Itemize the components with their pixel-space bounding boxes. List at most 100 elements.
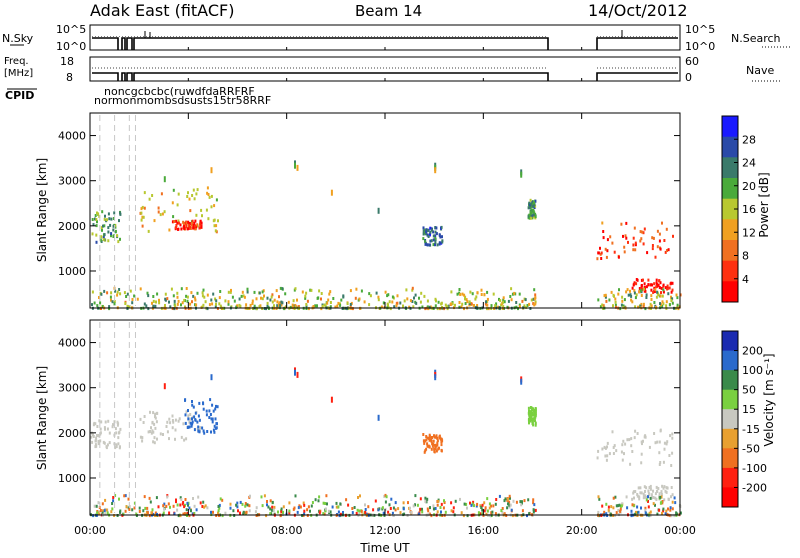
x-tick-label: 12:00 <box>369 524 401 537</box>
data-cell <box>269 499 272 503</box>
data-cell <box>501 510 504 514</box>
data-cell <box>642 278 644 282</box>
data-cell <box>377 295 380 299</box>
data-cell <box>187 409 189 412</box>
data-cell <box>294 287 297 291</box>
data-cell <box>434 234 437 238</box>
data-cell <box>532 423 535 427</box>
data-cell <box>292 299 295 303</box>
data-cell <box>433 447 436 451</box>
data-cell <box>491 510 494 514</box>
data-cell <box>615 449 618 453</box>
data-cell <box>606 445 608 449</box>
data-cell <box>271 505 274 509</box>
data-cell <box>141 205 144 209</box>
data-cell <box>149 430 152 433</box>
data-cell <box>198 430 201 434</box>
data-cell <box>528 213 531 217</box>
data-cell <box>529 206 532 209</box>
data-cell <box>623 298 626 302</box>
data-cell <box>339 303 342 307</box>
data-cell <box>602 304 605 308</box>
data-cell <box>613 250 616 254</box>
data-cell <box>380 305 383 309</box>
data-cell <box>468 302 471 305</box>
data-cell <box>604 293 607 297</box>
data-cell <box>612 506 615 510</box>
data-cell <box>287 300 290 304</box>
data-cell <box>213 424 216 428</box>
data-cell <box>423 294 426 298</box>
data-cell <box>458 301 461 304</box>
freq-panel: Freq. [MHz] 18 8 60 0 Nave <box>4 55 780 84</box>
data-cell <box>664 250 667 254</box>
data-cell <box>171 419 174 422</box>
data-cell <box>118 219 120 223</box>
data-cell <box>106 218 108 222</box>
data-cell <box>196 427 199 431</box>
data-cell <box>659 281 662 285</box>
data-cell <box>208 416 211 419</box>
data-cell <box>450 509 453 513</box>
data-cell <box>186 295 189 299</box>
data-cell <box>155 420 158 424</box>
data-cell <box>157 206 160 210</box>
data-cell <box>99 439 102 443</box>
data-cell <box>108 217 111 221</box>
data-cell <box>351 307 354 311</box>
data-cell <box>229 290 232 294</box>
data-cell <box>193 504 196 508</box>
data-cell <box>432 238 435 242</box>
data-cell <box>666 440 669 444</box>
data-cell <box>387 293 390 297</box>
data-cell <box>459 497 461 501</box>
data-cell <box>139 287 142 291</box>
data-cell <box>318 511 321 515</box>
data-cell <box>159 432 162 436</box>
data-cell <box>181 301 184 305</box>
data-cell <box>414 503 416 507</box>
data-cell <box>630 509 633 513</box>
data-cell <box>176 221 179 225</box>
data-cell <box>528 204 531 208</box>
cpid-label: CPID <box>5 89 34 102</box>
data-cell <box>426 497 429 501</box>
data-cell <box>182 512 185 516</box>
data-cell <box>528 205 531 209</box>
data-cell <box>614 297 617 301</box>
data-cell <box>261 504 264 508</box>
data-cell <box>629 289 631 293</box>
data-cell <box>243 295 246 299</box>
data-cell <box>637 486 640 490</box>
colorbar-swatch <box>722 370 738 391</box>
data-cell <box>175 226 177 230</box>
data-cell <box>288 509 291 513</box>
data-cell <box>488 506 491 510</box>
data-cell <box>280 303 283 307</box>
data-cell <box>97 212 100 216</box>
data-cell <box>454 303 456 307</box>
data-cell <box>450 302 452 306</box>
data-cell <box>215 302 217 306</box>
data-cell <box>434 443 436 447</box>
data-cell <box>211 302 214 306</box>
data-cell <box>377 414 380 421</box>
data-cell <box>612 452 615 455</box>
data-cell <box>360 509 363 513</box>
data-cell <box>213 204 216 208</box>
data-cell <box>115 431 118 435</box>
data-cell <box>185 223 188 226</box>
data-cell <box>520 378 523 385</box>
data-cell <box>648 511 651 515</box>
data-cell <box>446 305 449 309</box>
data-cell <box>661 484 664 488</box>
data-cell <box>452 506 455 510</box>
data-cell <box>527 406 530 410</box>
data-cell <box>663 239 666 242</box>
data-cell <box>194 303 196 307</box>
data-cell <box>359 494 361 498</box>
data-cell <box>475 295 478 299</box>
data-cell <box>180 227 183 231</box>
data-cell <box>490 504 492 508</box>
data-cell <box>208 303 211 307</box>
